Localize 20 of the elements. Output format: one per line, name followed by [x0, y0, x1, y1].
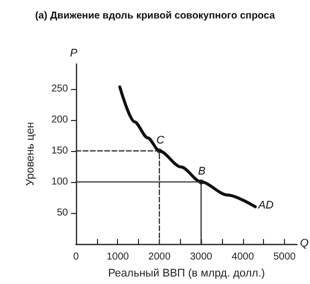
y-tick-label: 250 [51, 83, 68, 94]
y-tick-label: 100 [51, 176, 68, 188]
x-tick-label: 2000 [148, 252, 171, 262]
annotation: C [156, 134, 164, 146]
annotation: B [198, 165, 206, 178]
text: Q [300, 238, 309, 250]
x-axis-title: Реальный ВВП (в млрд. долл.) [108, 268, 265, 280]
x-tick-label: 3000 [190, 252, 213, 262]
chart-title: (а) Движение вдоль кривой совокупного спроса [35, 10, 276, 22]
y-tick-label: 200 [51, 114, 68, 126]
x-tick-label: 5000 [273, 252, 296, 262]
text: P [70, 48, 78, 60]
annotation: AD [257, 199, 274, 212]
y-axis-title: Уровень цен [24, 122, 36, 186]
y-tick-label: 150 [51, 145, 68, 156]
x-tick-label: 1000 [106, 252, 130, 262]
y-tick-label: 50 [56, 207, 68, 218]
x-tick-label: 4000 [232, 252, 254, 262]
line-series [118, 85, 257, 208]
x-tick-label: 0 [73, 252, 80, 262]
